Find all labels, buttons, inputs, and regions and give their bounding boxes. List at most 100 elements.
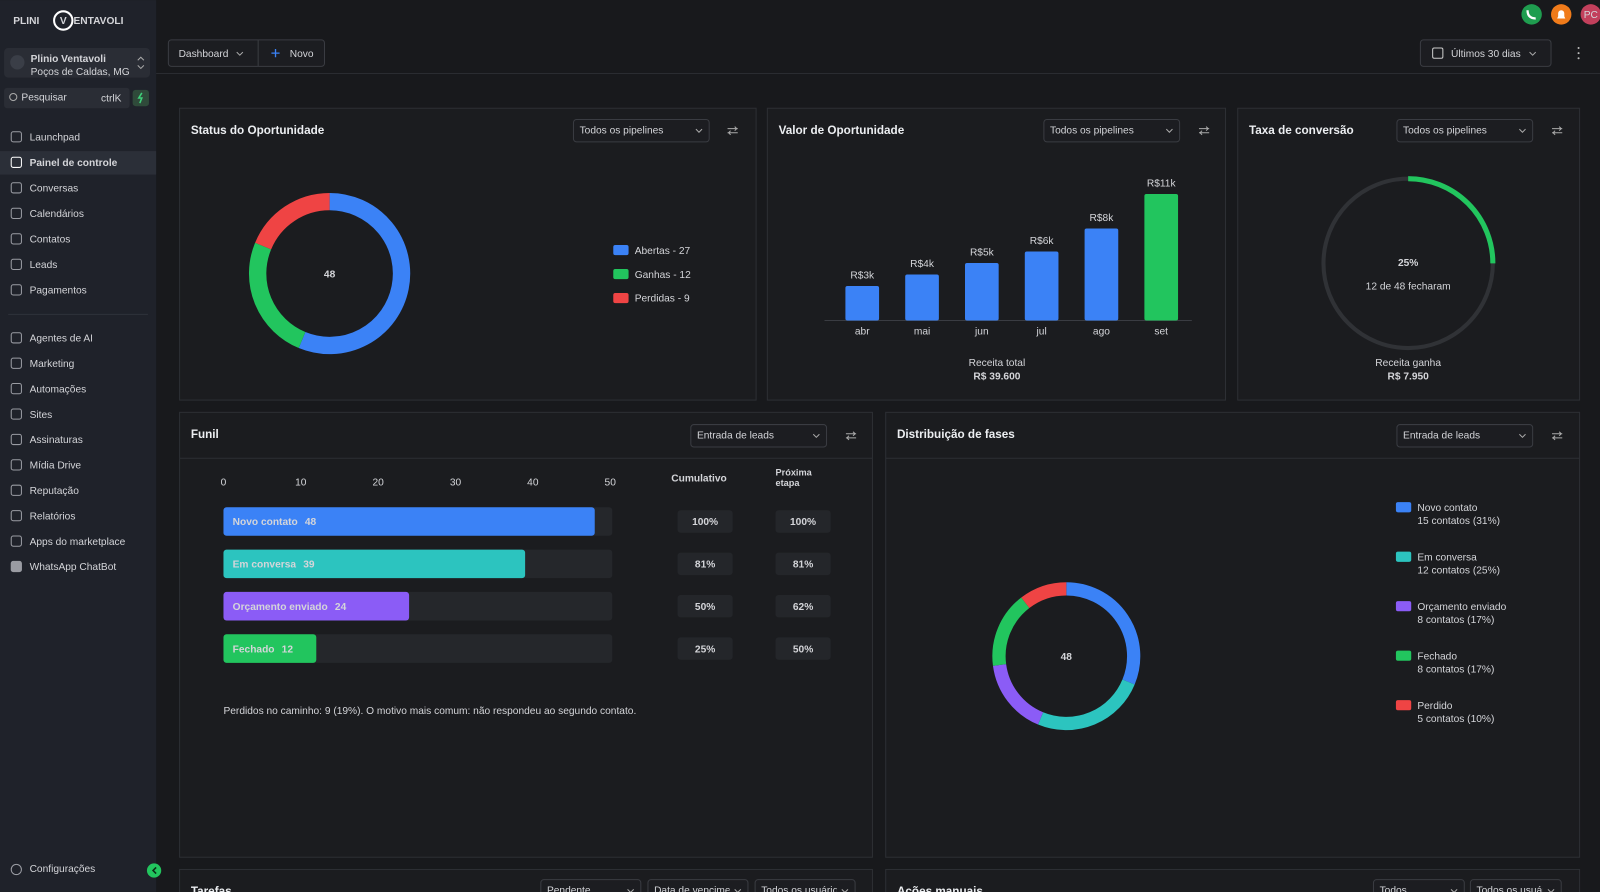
nav-item[interactable]: Relatórios bbox=[30, 511, 76, 522]
x-tick-label: 10 bbox=[295, 477, 307, 488]
settings-icon[interactable] bbox=[1198, 126, 1210, 136]
nav-item[interactable]: WhatsApp ChatBot bbox=[30, 562, 117, 573]
dropdown[interactable]: Todos os usuários bbox=[1469, 879, 1562, 892]
nav-item[interactable]: Marketing bbox=[30, 359, 75, 370]
dropdown-box[interactable] bbox=[1372, 879, 1465, 892]
bar bbox=[905, 274, 939, 321]
dropdown-label[interactable]: Todos os usuários bbox=[761, 886, 843, 892]
dropdown-box[interactable] bbox=[1396, 424, 1534, 448]
dropdown[interactable]: Pendente bbox=[540, 879, 642, 892]
legend-swatch bbox=[613, 292, 629, 304]
total-value: R$ 39.600 bbox=[973, 371, 1020, 382]
donut-segment bbox=[298, 192, 411, 355]
account-switcher[interactable]: Plinio Ventavoli Poços de Caldas, MG bbox=[4, 48, 150, 78]
user-avatar[interactable] bbox=[1580, 4, 1600, 25]
phone-button[interactable] bbox=[1521, 4, 1542, 25]
dropdown-label[interactable]: Entrada de leads bbox=[1403, 430, 1480, 441]
legend-label: Ganhas - 12 bbox=[635, 270, 691, 281]
dropdown-label[interactable]: Todos os pipelines bbox=[1050, 125, 1134, 136]
x-tick-label: jun bbox=[974, 326, 989, 337]
chevron bbox=[1547, 889, 1555, 892]
tabs[interactable]: Dashboard Novo bbox=[167, 39, 325, 67]
nav-item[interactable]: Launchpad bbox=[30, 133, 81, 144]
bar bbox=[1024, 251, 1059, 321]
nav-item[interactable]: Configurações bbox=[30, 864, 96, 875]
settings-icon[interactable] bbox=[1552, 431, 1563, 441]
dropdown[interactable]: Todos os pipelines bbox=[1043, 118, 1181, 143]
settings-icon[interactable] bbox=[1552, 126, 1563, 136]
settings-icon[interactable] bbox=[727, 126, 738, 136]
dropdown-box[interactable] bbox=[690, 424, 828, 448]
nav-item[interactable]: Mídia Drive bbox=[30, 461, 82, 472]
dropdown[interactable]: Todos os pipelines bbox=[572, 118, 710, 143]
dropdown-box[interactable] bbox=[540, 879, 642, 892]
nav-icon bbox=[10, 484, 22, 496]
date-box[interactable] bbox=[1419, 39, 1552, 67]
dropdown-label[interactable]: Todos bbox=[1380, 886, 1407, 892]
card-title: Tarefas bbox=[191, 885, 232, 892]
legend-swatch bbox=[1395, 650, 1412, 661]
icon-line bbox=[1552, 431, 1563, 441]
bolt-icon bbox=[137, 92, 143, 104]
account-box[interactable] bbox=[4, 48, 150, 78]
dropdown-box[interactable] bbox=[1396, 118, 1534, 143]
dropdown-box[interactable] bbox=[647, 879, 749, 892]
donut-segment bbox=[1021, 582, 1067, 609]
dropdown-box[interactable] bbox=[1043, 118, 1181, 143]
nav-item[interactable]: Sites bbox=[30, 410, 53, 421]
search[interactable]: Pesquisar ctrlK bbox=[4, 87, 130, 109]
nav-item[interactable]: Conversas bbox=[30, 184, 79, 195]
account-name: Plinio Ventavoli bbox=[31, 54, 106, 65]
bar-name: Fechado bbox=[233, 644, 275, 655]
nav-item[interactable]: Agentes de AI bbox=[30, 334, 93, 345]
search-placeholder[interactable]: Pesquisar bbox=[21, 93, 67, 104]
dropdown[interactable]: Data de vencimento bbox=[647, 879, 749, 892]
nav-item[interactable]: Apps do marketplace bbox=[30, 537, 126, 548]
card-title: Ações manuais bbox=[897, 885, 983, 892]
date-range[interactable]: Últimos 30 dias bbox=[1419, 39, 1552, 67]
legend-swatch bbox=[1395, 601, 1412, 612]
dropdown-box[interactable] bbox=[572, 118, 710, 143]
dropdown-label[interactable]: Todos os pipelines bbox=[580, 125, 664, 136]
settings-icon[interactable] bbox=[845, 431, 857, 441]
dropdown-label[interactable]: Todos os usuários bbox=[1477, 886, 1559, 892]
nav-item[interactable]: Automações bbox=[30, 384, 87, 395]
dropdown-box[interactable] bbox=[754, 879, 856, 892]
dropdown-label[interactable]: Data de vencimento bbox=[654, 886, 745, 892]
nav-item[interactable]: Leads bbox=[30, 260, 58, 271]
search-box[interactable] bbox=[4, 87, 130, 109]
pill-label: 81% bbox=[695, 560, 715, 571]
nav-item[interactable]: Painel de controle bbox=[30, 158, 118, 169]
dropdown[interactable]: Todos os usuários bbox=[754, 879, 856, 892]
dropdown[interactable]: Todos bbox=[1372, 879, 1465, 892]
dropdown[interactable]: Todos os pipelines bbox=[1396, 118, 1534, 143]
nav-icon bbox=[10, 560, 22, 573]
nav-icon bbox=[10, 156, 22, 168]
nav-item[interactable]: Contatos bbox=[30, 235, 71, 246]
bar-value: 12 bbox=[282, 644, 294, 655]
dropdown-label[interactable]: Todos os pipelines bbox=[1403, 125, 1487, 136]
nav-icon bbox=[10, 182, 22, 194]
dropdown[interactable]: Entrada de leads bbox=[690, 424, 828, 448]
dropdown-label[interactable]: Pendente bbox=[547, 886, 591, 892]
date-label[interactable]: Últimos 30 dias bbox=[1451, 47, 1521, 60]
kebab-dot bbox=[1577, 47, 1580, 50]
dropdown[interactable]: Entrada de leads bbox=[1396, 424, 1534, 448]
pill bbox=[775, 510, 831, 533]
nav-icon bbox=[10, 459, 22, 471]
bar-value: 24 bbox=[335, 602, 347, 613]
bar bbox=[845, 285, 880, 321]
tab[interactable]: Dashboard bbox=[179, 49, 229, 60]
calendar-icon bbox=[1432, 47, 1444, 59]
nav-item[interactable]: Calendários bbox=[30, 209, 84, 220]
nav-item[interactable]: Assinaturas bbox=[30, 435, 83, 446]
legend-label: Orçamento enviado bbox=[1417, 602, 1506, 613]
tab[interactable]: Novo bbox=[290, 49, 314, 60]
legend-swatch bbox=[613, 268, 629, 280]
tab-box[interactable] bbox=[167, 39, 325, 67]
dropdown-label[interactable]: Entrada de leads bbox=[697, 430, 774, 441]
bar bbox=[223, 591, 410, 621]
dropdown-box[interactable] bbox=[1469, 879, 1562, 892]
nav-item[interactable]: Pagamentos bbox=[30, 286, 87, 297]
nav-item[interactable]: Reputação bbox=[30, 486, 80, 497]
